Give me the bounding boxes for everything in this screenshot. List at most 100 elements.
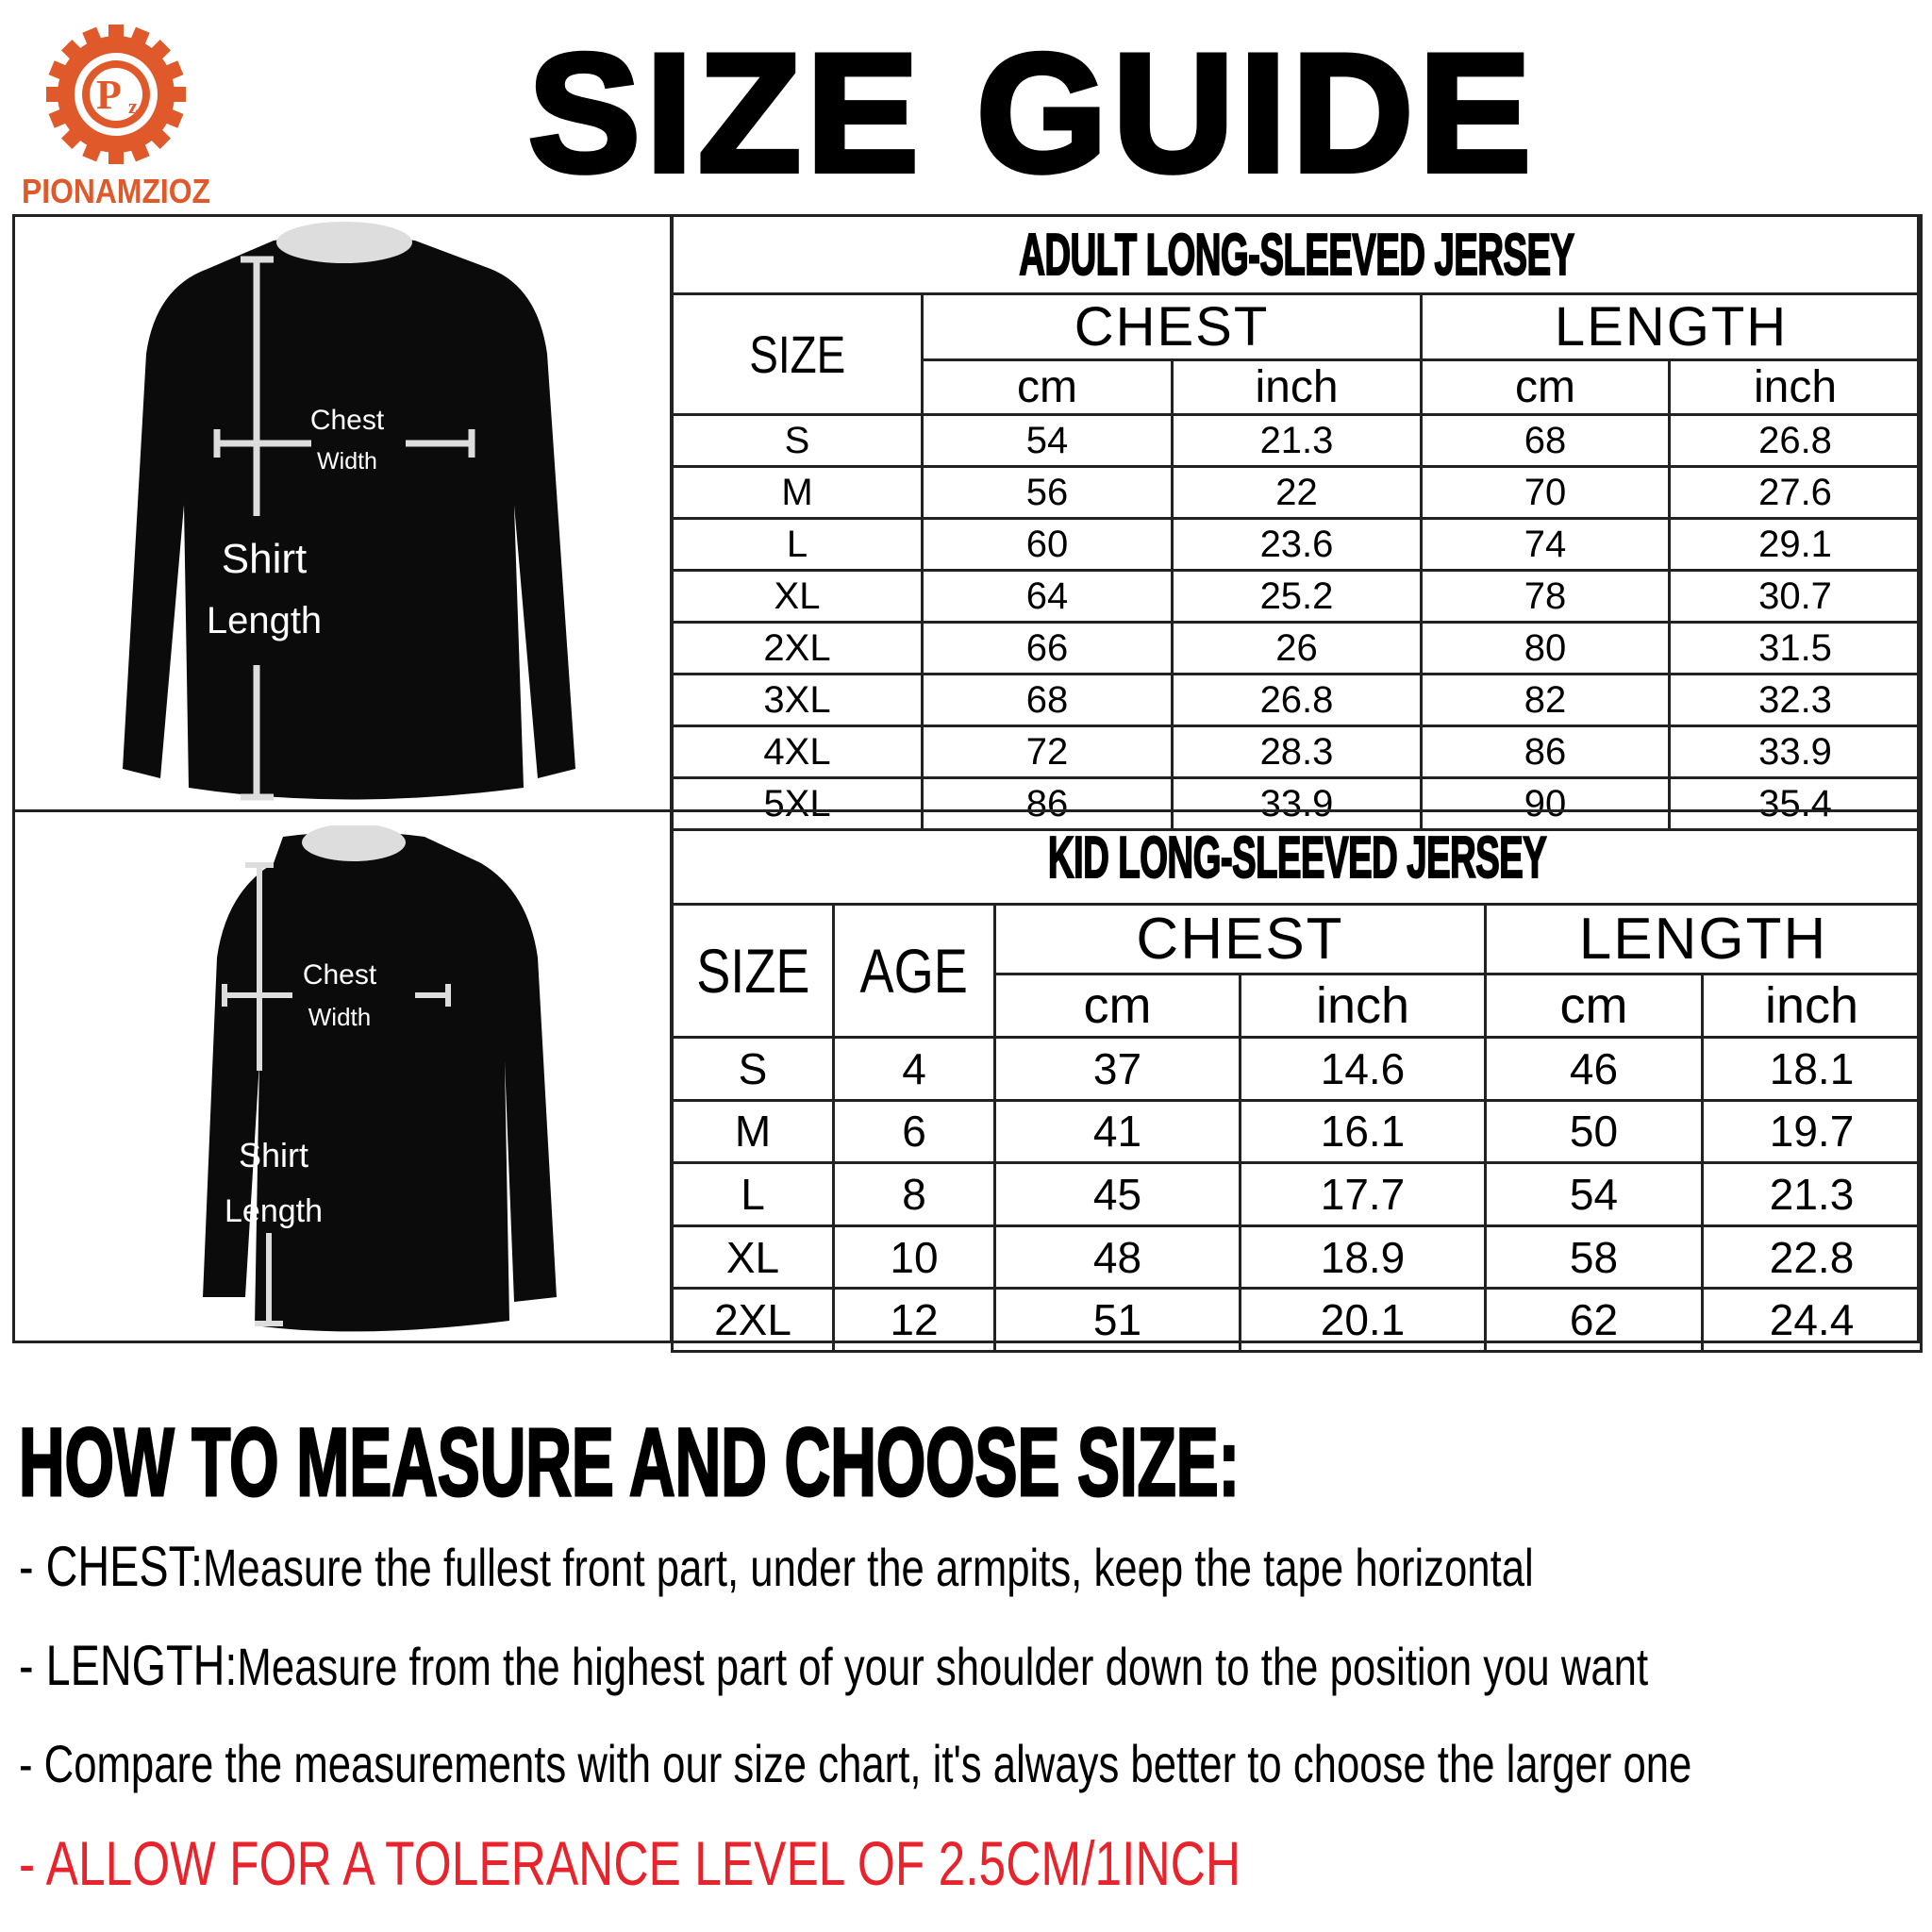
cell-length-in: 22.8 bbox=[1700, 1224, 1924, 1291]
cell-chest-in: 23.6 bbox=[1171, 517, 1423, 572]
svg-text:z: z bbox=[128, 94, 138, 118]
tolerance-note: - ALLOW FOR A TOLERANCE LEVEL OF 2.5CM/1… bbox=[19, 1828, 1241, 1898]
cell-length-in: 30.7 bbox=[1667, 569, 1924, 624]
table-row: 3XL 68 26.8 82 32.3 bbox=[671, 673, 1924, 727]
table-row: L 60 23.6 74 29.1 bbox=[671, 517, 1924, 572]
shirt-label: Shirt bbox=[239, 1136, 308, 1174]
age-header: AGE bbox=[832, 903, 996, 1039]
cell-chest-cm: 64 bbox=[921, 569, 1174, 624]
cell-size: 3XL bbox=[671, 673, 924, 727]
inch-header: inch bbox=[1239, 973, 1487, 1039]
chest-instruction: - CHEST:Measure the fullest front part, … bbox=[19, 1535, 1534, 1598]
cell-length-cm: 86 bbox=[1420, 724, 1671, 779]
cell-size: 2XL bbox=[671, 621, 924, 675]
table-row: XL 64 25.2 78 30.7 bbox=[671, 569, 1924, 624]
cm-header: cm bbox=[1420, 358, 1671, 416]
cell-length-in: 26.8 bbox=[1667, 413, 1924, 468]
cell-length-in: 24.4 bbox=[1700, 1287, 1924, 1353]
cell-length-cm: 58 bbox=[1484, 1224, 1704, 1291]
length-header: LENGTH bbox=[1419, 292, 1924, 361]
chest-header: CHEST bbox=[993, 903, 1487, 975]
svg-text:PIONAMZIOZ: PIONAMZIOZ bbox=[22, 172, 210, 208]
cell-chest-cm: 54 bbox=[921, 413, 1174, 468]
cell-chest-cm: 66 bbox=[921, 621, 1174, 675]
table-row: M 56 22 70 27.6 bbox=[671, 465, 1924, 520]
cell-length-in: 33.9 bbox=[1667, 724, 1924, 779]
cell-length-cm: 82 bbox=[1420, 673, 1671, 727]
cell-chest-in: 18.9 bbox=[1239, 1224, 1487, 1291]
cell-chest-in: 25.2 bbox=[1171, 569, 1423, 624]
cell-age: 6 bbox=[832, 1098, 996, 1165]
chest-label: Chest bbox=[310, 405, 385, 436]
cell-length-cm: 70 bbox=[1420, 465, 1671, 520]
cell-length-cm: 50 bbox=[1484, 1098, 1704, 1165]
adult-table-title: ADULT LONG-SLEEVED JERSEY bbox=[670, 214, 1924, 295]
length-label: Length bbox=[225, 1193, 323, 1229]
table-row: 2XL 66 26 80 31.5 bbox=[671, 621, 1924, 675]
cell-length-cm: 80 bbox=[1420, 621, 1671, 675]
cell-size: 4XL bbox=[671, 724, 924, 779]
cell-size: L bbox=[671, 517, 924, 572]
length-header: LENGTH bbox=[1483, 903, 1924, 975]
brand-logo: P z PIONAMZIOZ bbox=[22, 25, 210, 208]
cell-age: 8 bbox=[832, 1161, 996, 1227]
length-instruction: - LENGTH:Measure from the highest part o… bbox=[19, 1634, 1649, 1697]
cell-length-cm: 46 bbox=[1484, 1036, 1704, 1102]
cell-chest-cm: 41 bbox=[993, 1098, 1241, 1165]
width-label: Width bbox=[317, 448, 377, 475]
size-header: SIZE bbox=[671, 292, 924, 416]
cell-size: XL bbox=[671, 569, 924, 624]
cell-chest-cm: 45 bbox=[993, 1161, 1241, 1227]
cell-size: S bbox=[671, 1036, 835, 1102]
cell-chest-cm: 37 bbox=[993, 1036, 1241, 1102]
cell-length-cm: 62 bbox=[1484, 1287, 1704, 1353]
adult-shirt-image: Chest Width Shirt Length bbox=[123, 222, 575, 801]
cm-header: cm bbox=[1484, 973, 1704, 1039]
cell-chest-in: 16.1 bbox=[1239, 1098, 1487, 1165]
inch-header: inch bbox=[1171, 358, 1423, 416]
cell-size: 2XL bbox=[671, 1287, 835, 1353]
length-label: Length bbox=[207, 600, 322, 641]
cell-chest-cm: 72 bbox=[921, 724, 1174, 779]
cell-length-in: 19.7 bbox=[1700, 1098, 1924, 1165]
shirt-label: Shirt bbox=[222, 536, 307, 582]
cell-chest-cm: 51 bbox=[993, 1287, 1241, 1353]
cell-chest-cm: 56 bbox=[921, 465, 1174, 520]
cell-length-cm: 78 bbox=[1420, 569, 1671, 624]
kid-table-title: KID LONG-SLEEVED JERSEY bbox=[670, 809, 1924, 906]
table-row: S 4 37 14.6 46 18.1 bbox=[671, 1036, 1924, 1102]
svg-text:P: P bbox=[96, 72, 122, 118]
instructions-heading: HOW TO MEASURE AND CHOOSE SIZE: bbox=[18, 1408, 1241, 1516]
cell-size: S bbox=[671, 413, 924, 468]
cell-chest-in: 28.3 bbox=[1171, 724, 1423, 779]
table-row: 2XL 12 51 20.1 62 24.4 bbox=[671, 1287, 1924, 1353]
chest-header: CHEST bbox=[921, 292, 1423, 361]
width-label: Width bbox=[308, 1003, 371, 1031]
cell-age: 4 bbox=[832, 1036, 996, 1102]
compare-instruction: - Compare the measurements with our size… bbox=[19, 1734, 1692, 1793]
cell-length-in: 27.6 bbox=[1667, 465, 1924, 520]
inch-header: inch bbox=[1667, 358, 1924, 416]
cell-length-in: 32.3 bbox=[1667, 673, 1924, 727]
size-header: SIZE bbox=[671, 903, 835, 1039]
cell-chest-in: 22 bbox=[1171, 465, 1423, 520]
cell-chest-in: 17.7 bbox=[1239, 1161, 1487, 1227]
cell-length-in: 21.3 bbox=[1700, 1161, 1924, 1227]
cell-chest-in: 14.6 bbox=[1239, 1036, 1487, 1102]
cell-length-in: 31.5 bbox=[1667, 621, 1924, 675]
adult-size-table: ADULT LONG-SLEEVED JERSEY SIZE CHEST LEN… bbox=[670, 214, 1924, 831]
cell-size: M bbox=[671, 465, 924, 520]
table-row: S 54 21.3 68 26.8 bbox=[671, 413, 1924, 468]
table-row: L 8 45 17.7 54 21.3 bbox=[671, 1161, 1924, 1227]
page-title: SIZE GUIDE bbox=[525, 19, 1537, 207]
cell-chest-in: 21.3 bbox=[1171, 413, 1423, 468]
cell-length-cm: 54 bbox=[1484, 1161, 1704, 1227]
cell-length-cm: 74 bbox=[1420, 517, 1671, 572]
table-row: M 6 41 16.1 50 19.7 bbox=[671, 1098, 1924, 1165]
cell-chest-in: 20.1 bbox=[1239, 1287, 1487, 1353]
inch-header: inch bbox=[1700, 973, 1924, 1039]
cell-length-in: 29.1 bbox=[1667, 517, 1924, 572]
cell-chest-cm: 48 bbox=[993, 1224, 1241, 1291]
cell-size: L bbox=[671, 1161, 835, 1227]
chest-label: Chest bbox=[303, 959, 377, 991]
